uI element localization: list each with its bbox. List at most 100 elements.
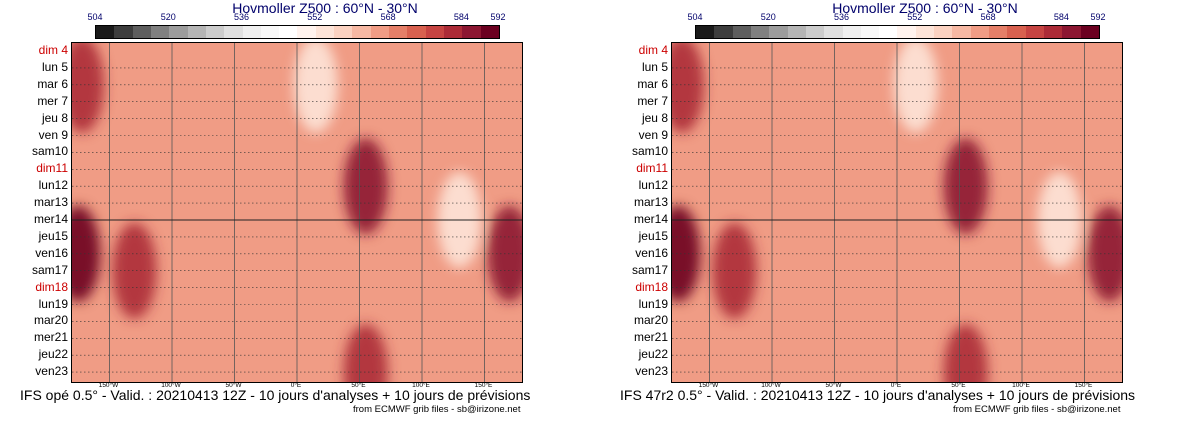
field-feature bbox=[893, 43, 938, 133]
y-tick-label: jeu22 bbox=[38, 347, 68, 362]
colorbar-swatch bbox=[132, 26, 151, 38]
colorbar-swatch bbox=[114, 26, 133, 38]
y-tick-label: dim 4 bbox=[38, 43, 68, 57]
colorbar-tick-label: 568 bbox=[380, 12, 396, 22]
y-tick-label: mar 6 bbox=[37, 76, 68, 91]
chart-credit: from ECMWF grib files - sb@irizone.net bbox=[953, 404, 1121, 415]
y-tick-label: mer21 bbox=[33, 330, 68, 345]
y-tick-label: mer14 bbox=[633, 212, 668, 226]
hovmoller-svg bbox=[672, 43, 1122, 382]
x-tick-label: 50°W bbox=[825, 382, 842, 389]
y-tick-label: mar 6 bbox=[637, 76, 668, 91]
colorbar-swatch bbox=[897, 26, 916, 38]
x-tick-label: 150°E bbox=[474, 382, 493, 389]
field-feature bbox=[72, 43, 104, 133]
field-feature bbox=[672, 205, 701, 302]
x-tick-label: 150°E bbox=[1074, 382, 1093, 389]
colorbar-swatch bbox=[224, 26, 243, 38]
colorbar-labels: 504 520 536 552 568 584 592 bbox=[685, 12, 1115, 24]
colorbar-swatch bbox=[860, 26, 880, 38]
y-tick-label: ven 9 bbox=[638, 127, 668, 142]
chart-caption: IFS opé 0.5° - Valid. : 20210413 12Z - 1… bbox=[20, 387, 531, 403]
colorbar-swatch bbox=[205, 26, 225, 38]
colorbar-swatch bbox=[389, 26, 408, 38]
colorbar bbox=[695, 25, 1100, 39]
x-tick-label: 50°E bbox=[951, 382, 966, 389]
colorbar-swatch bbox=[805, 26, 825, 38]
x-tick-label: 0°E bbox=[290, 382, 302, 389]
y-tick-label: sam17 bbox=[31, 262, 68, 277]
colorbar-swatch bbox=[842, 26, 861, 38]
x-tick-label: 150°W bbox=[98, 382, 119, 389]
colorbar-swatch bbox=[407, 26, 426, 38]
colorbar-labels: 504 520 536 552 568 584 592 bbox=[85, 12, 515, 24]
hovmoller-plot bbox=[71, 42, 523, 383]
colorbar-swatch bbox=[696, 26, 715, 38]
colorbar-swatch bbox=[787, 26, 806, 38]
hovmoller-panel-47r2: Hovmoller Z500 : 60°N - 30°N 504 520 536 55… bbox=[610, 0, 1170, 424]
y-tick-label: mar20 bbox=[33, 313, 68, 328]
y-tick-label: jeu 8 bbox=[641, 110, 668, 125]
y-tick-label: mar13 bbox=[33, 195, 68, 210]
colorbar-swatch bbox=[989, 26, 1008, 38]
colorbar-swatch bbox=[150, 26, 170, 38]
x-tick-label: 50°W bbox=[225, 382, 242, 389]
colorbar-swatch bbox=[714, 26, 733, 38]
y-tick-label: sam10 bbox=[31, 144, 68, 159]
colorbar-tick-label: 552 bbox=[907, 12, 923, 22]
colorbar-swatch bbox=[970, 26, 989, 38]
colorbar-swatch bbox=[934, 26, 953, 38]
colorbar-tick-label: 504 bbox=[687, 12, 703, 22]
field-feature bbox=[712, 222, 757, 319]
y-tick-label: mer 7 bbox=[37, 93, 68, 108]
y-tick-label: mer21 bbox=[633, 330, 668, 345]
y-axis-labels: dim 4 lun 5 mar 6 mer 7 jeu 8 ven 9 sam10 dim11… bbox=[610, 42, 668, 381]
x-tick-label: 100°W bbox=[161, 382, 181, 389]
colorbar-swatch bbox=[443, 26, 463, 38]
y-tick-label: mer 7 bbox=[637, 93, 668, 108]
colorbar-swatch bbox=[260, 26, 280, 38]
colorbar-swatch bbox=[1025, 26, 1044, 38]
hovmoller-panel-ops: Hovmoller Z500 : 60°N - 30°N 504 520 536 55… bbox=[10, 0, 570, 424]
hovmoller-svg bbox=[72, 43, 522, 382]
y-tick-label: dim11 bbox=[36, 161, 68, 176]
y-tick-label: ven23 bbox=[635, 364, 668, 379]
y-tick-label: mar20 bbox=[633, 313, 668, 328]
x-tick-label: 150°W bbox=[698, 382, 719, 389]
field-feature bbox=[112, 222, 157, 319]
x-axis-labels: 150°W 100°W 50°W 0°E 50°E 100°E 150°E bbox=[71, 382, 521, 390]
colorbar-swatch bbox=[1007, 26, 1026, 38]
y-tick-label: dim18 bbox=[635, 279, 668, 294]
y-tick-label: jeu15 bbox=[38, 228, 68, 243]
x-tick-label: 100°E bbox=[412, 382, 430, 389]
field-shading bbox=[672, 43, 1122, 382]
colorbar-tick-label: 584 bbox=[1053, 12, 1069, 22]
y-axis-labels: dim 4 lun 5 mar 6 mer 7 jeu 8 ven 9 sam10 dim11… bbox=[10, 42, 68, 381]
colorbar-tick-label: 552 bbox=[307, 12, 323, 22]
chart-title: Hovmoller Z500 : 60°N - 30°N bbox=[832, 0, 1018, 16]
chart-title: Hovmoller Z500 : 60°N - 30°N bbox=[232, 0, 418, 16]
colorbar-swatch bbox=[952, 26, 971, 38]
y-tick-label: dim11 bbox=[636, 161, 668, 176]
colorbar-swatch bbox=[297, 26, 316, 38]
y-tick-label: mer14 bbox=[33, 212, 68, 226]
y-tick-label: ven16 bbox=[635, 245, 668, 260]
x-axis-labels: 150°W 100°W 50°W 0°E 50°E 100°E 150°E bbox=[671, 382, 1121, 390]
chart-credit: from ECMWF grib files - sb@irizone.net bbox=[353, 404, 521, 415]
y-tick-label: ven23 bbox=[35, 364, 68, 379]
colorbar-swatch bbox=[480, 26, 499, 38]
colorbar-tick-label: 584 bbox=[453, 12, 469, 22]
y-tick-label: mar13 bbox=[633, 195, 668, 210]
colorbar-swatch bbox=[334, 26, 353, 38]
y-tick-label: dim 4 bbox=[638, 43, 668, 57]
field-feature bbox=[293, 43, 338, 133]
y-tick-label: jeu15 bbox=[638, 228, 668, 243]
x-tick-label: 100°E bbox=[1012, 382, 1030, 389]
colorbar-tick-label: 536 bbox=[834, 12, 850, 22]
y-tick-label: lun 5 bbox=[641, 59, 668, 74]
colorbar bbox=[95, 25, 500, 39]
colorbar-swatch bbox=[187, 26, 206, 38]
colorbar-tick-label: 536 bbox=[234, 12, 250, 22]
y-tick-label: jeu22 bbox=[638, 347, 668, 362]
field-feature bbox=[343, 138, 388, 235]
